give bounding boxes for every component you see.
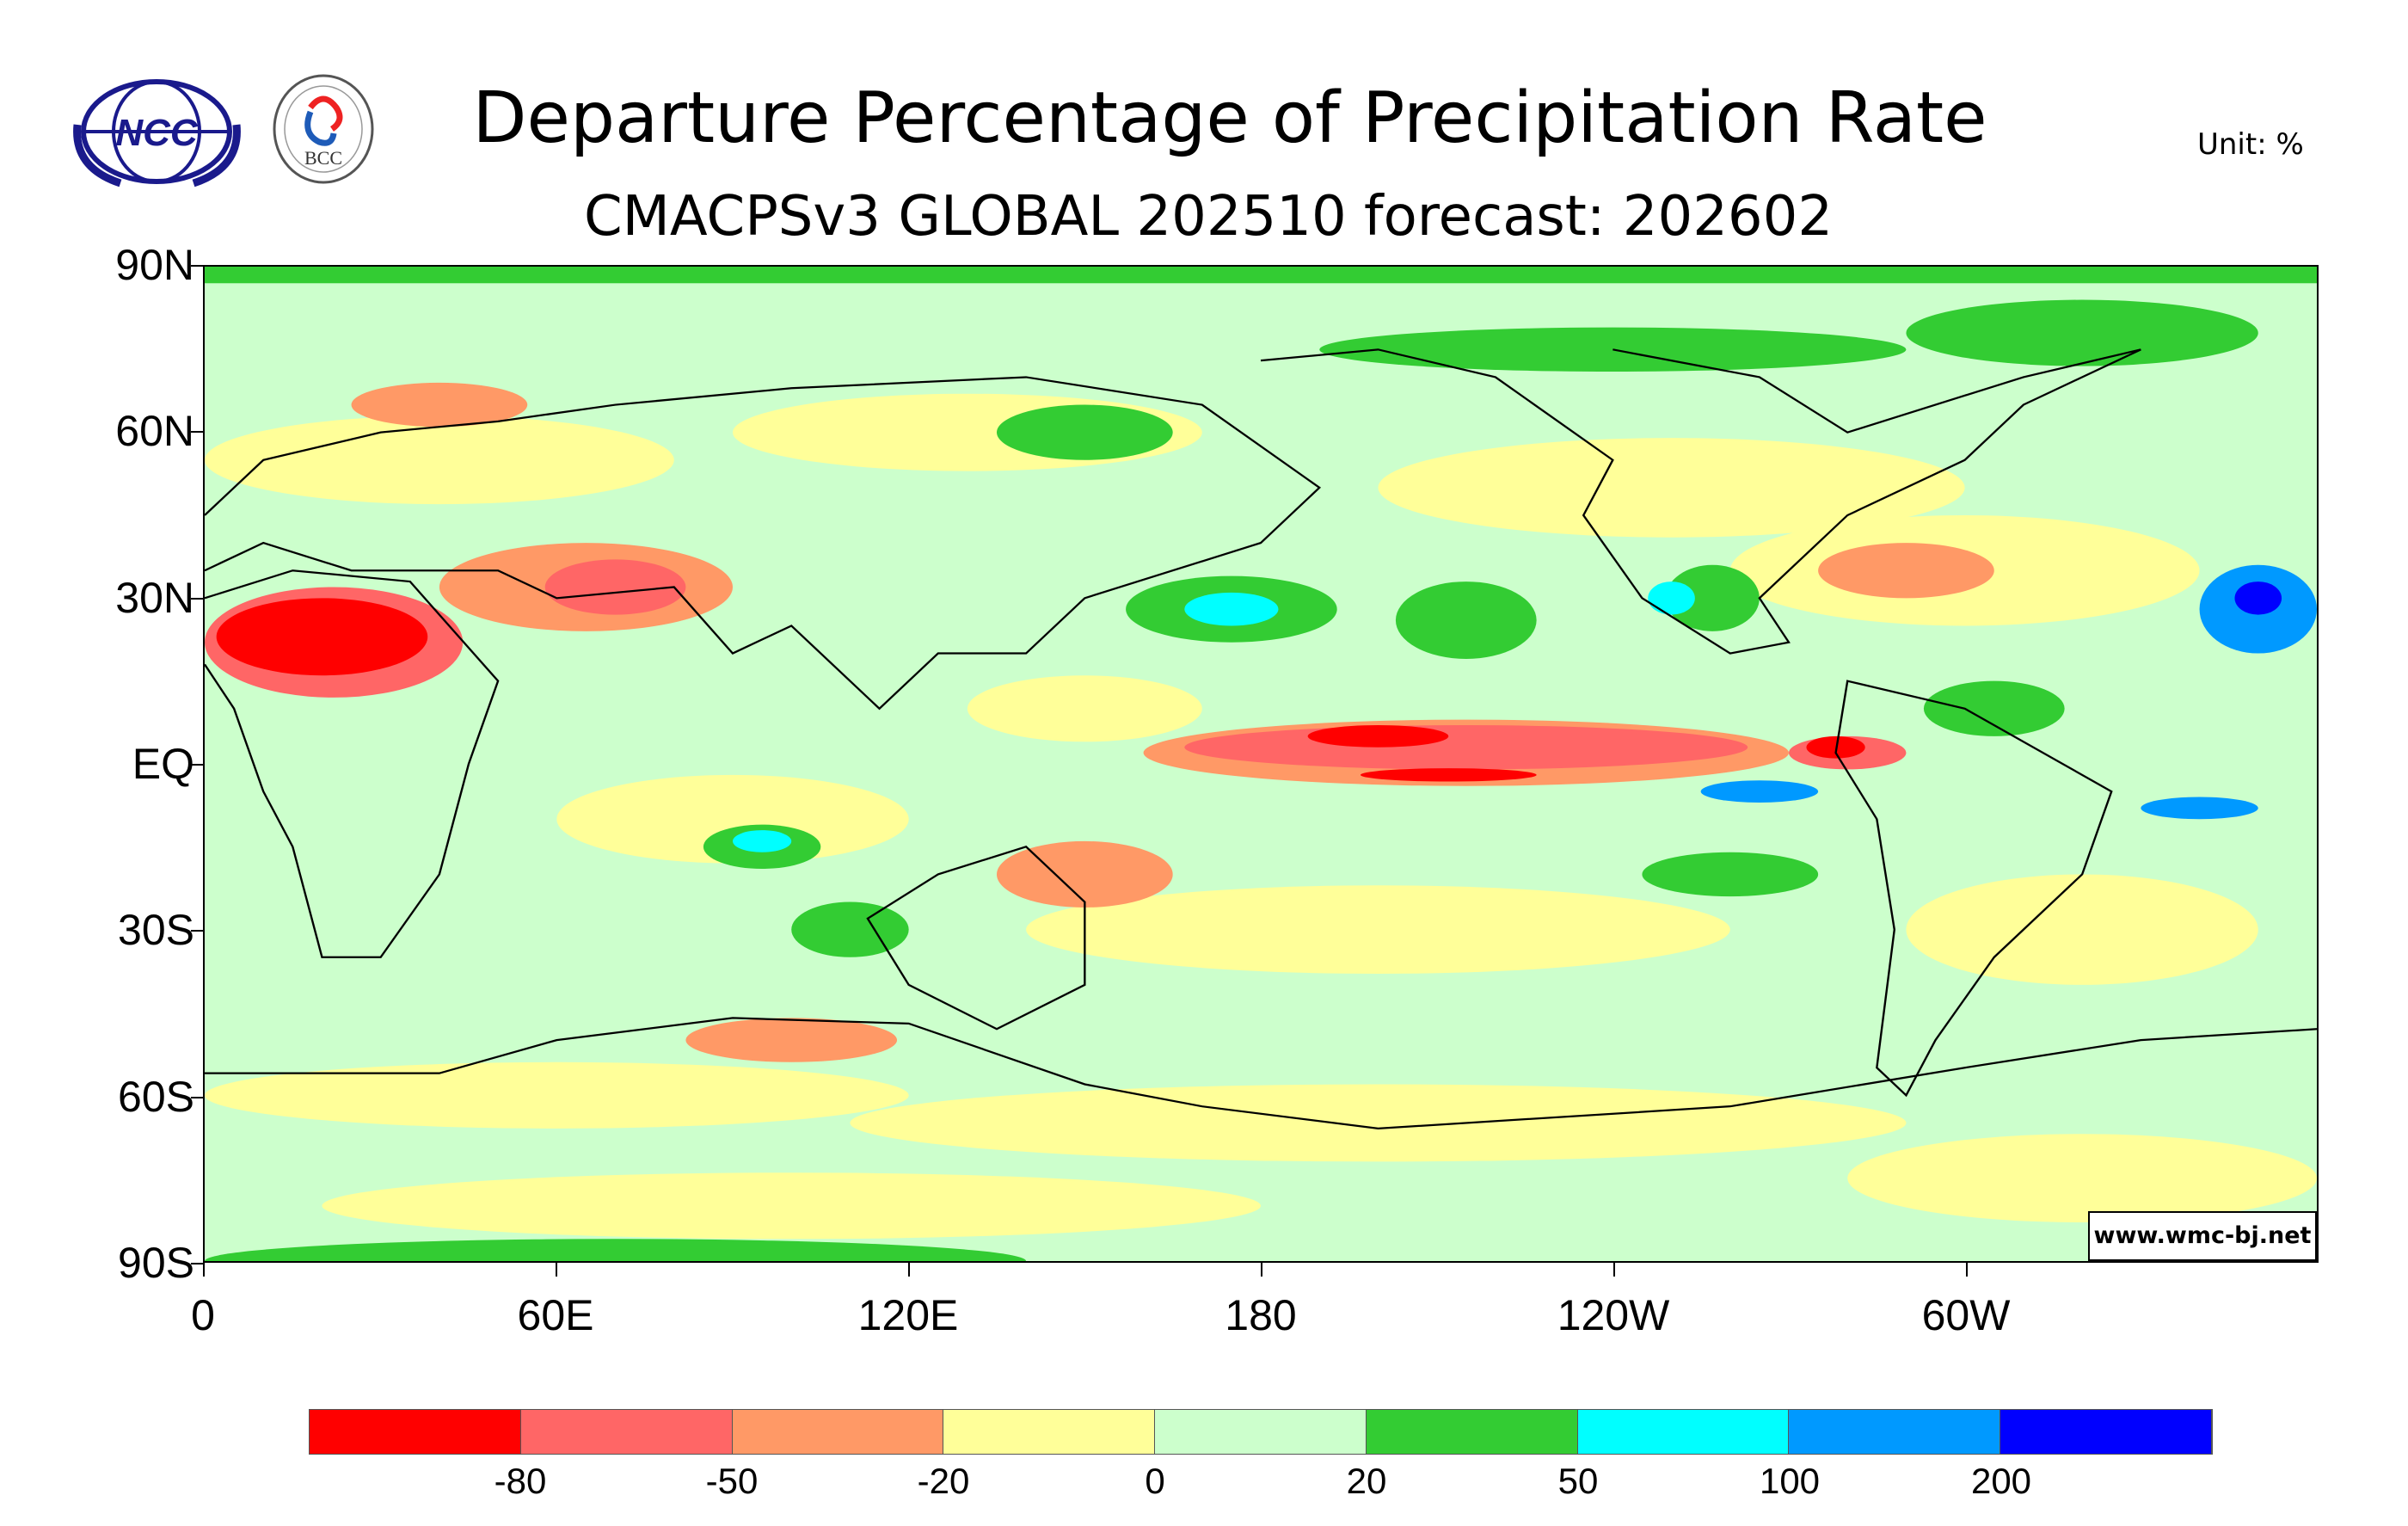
ncc-logo: NCC (69, 73, 245, 189)
colorbar-swatch (310, 1410, 521, 1454)
colorbar-swatch (1155, 1410, 1367, 1454)
y-tick-label: 90S (118, 1239, 194, 1287)
y-tick-mark (191, 764, 203, 766)
colorbar-swatch (520, 1410, 733, 1454)
colorbar-tick-label: 200 (1970, 1461, 2032, 1501)
x-tick-mark (1261, 1263, 1262, 1277)
colorbar-tick-label: 20 (1346, 1461, 1387, 1501)
x-tick-mark (1966, 1263, 1968, 1277)
precipitation-map (203, 265, 2319, 1263)
x-tick-mark (908, 1263, 910, 1277)
x-tick-mark (203, 1263, 205, 1277)
x-tick-label: 120W (1557, 1291, 1670, 1339)
x-tick-label: 60W (1921, 1291, 2011, 1339)
x-tick-mark (556, 1263, 557, 1277)
colorbar-tick-label: -50 (705, 1461, 759, 1501)
bcc-logo: BCC (272, 73, 375, 185)
colorbar-tick-label: -20 (917, 1461, 970, 1501)
credit-label: www.wmc-bj.net (2088, 1211, 2317, 1261)
colorbar-swatch (943, 1410, 1156, 1454)
x-tick-label: 180 (1225, 1291, 1297, 1339)
chart-title: Departure Percentage of Precipitation Ra… (472, 77, 1987, 159)
colorbar-swatch (1577, 1410, 1790, 1454)
svg-text:BCC: BCC (304, 147, 342, 169)
colorbar-tick-label: 50 (1557, 1461, 1599, 1501)
colorbar-tick-label: 100 (1759, 1461, 1821, 1501)
unit-label: Unit: % (2197, 127, 2304, 162)
y-tick-label: 60N (115, 407, 194, 455)
colorbar-swatch (1366, 1410, 1578, 1454)
colorbar-swatch (1789, 1410, 2001, 1454)
svg-text:NCC: NCC (115, 112, 199, 154)
colorbar (309, 1409, 2213, 1455)
colorbar-swatch (732, 1410, 944, 1454)
y-tick-label: EQ (132, 740, 194, 788)
y-tick-label: 30S (118, 906, 194, 954)
y-tick-mark (191, 1263, 203, 1264)
chart-subtitle: CMACPSv3 GLOBAL 202510 forecast: 202602 (583, 185, 1834, 249)
y-tick-mark (191, 597, 203, 600)
y-tick-mark (191, 1096, 203, 1098)
colorbar-tick-label: -80 (494, 1461, 547, 1501)
y-tick-mark (191, 431, 203, 434)
x-tick-mark (1613, 1263, 1615, 1277)
y-tick-label: 30N (115, 574, 194, 622)
colorbar-tick-label: 0 (1145, 1461, 1165, 1501)
x-tick-label: 120E (857, 1291, 959, 1339)
y-tick-label: 90N (115, 241, 194, 289)
y-tick-label: 60S (118, 1073, 194, 1121)
colorbar-swatch (2000, 1410, 2213, 1454)
x-tick-label: 0 (191, 1291, 215, 1339)
y-tick-mark (191, 930, 203, 932)
y-tick-mark (191, 265, 203, 267)
x-tick-label: 60E (517, 1291, 594, 1339)
